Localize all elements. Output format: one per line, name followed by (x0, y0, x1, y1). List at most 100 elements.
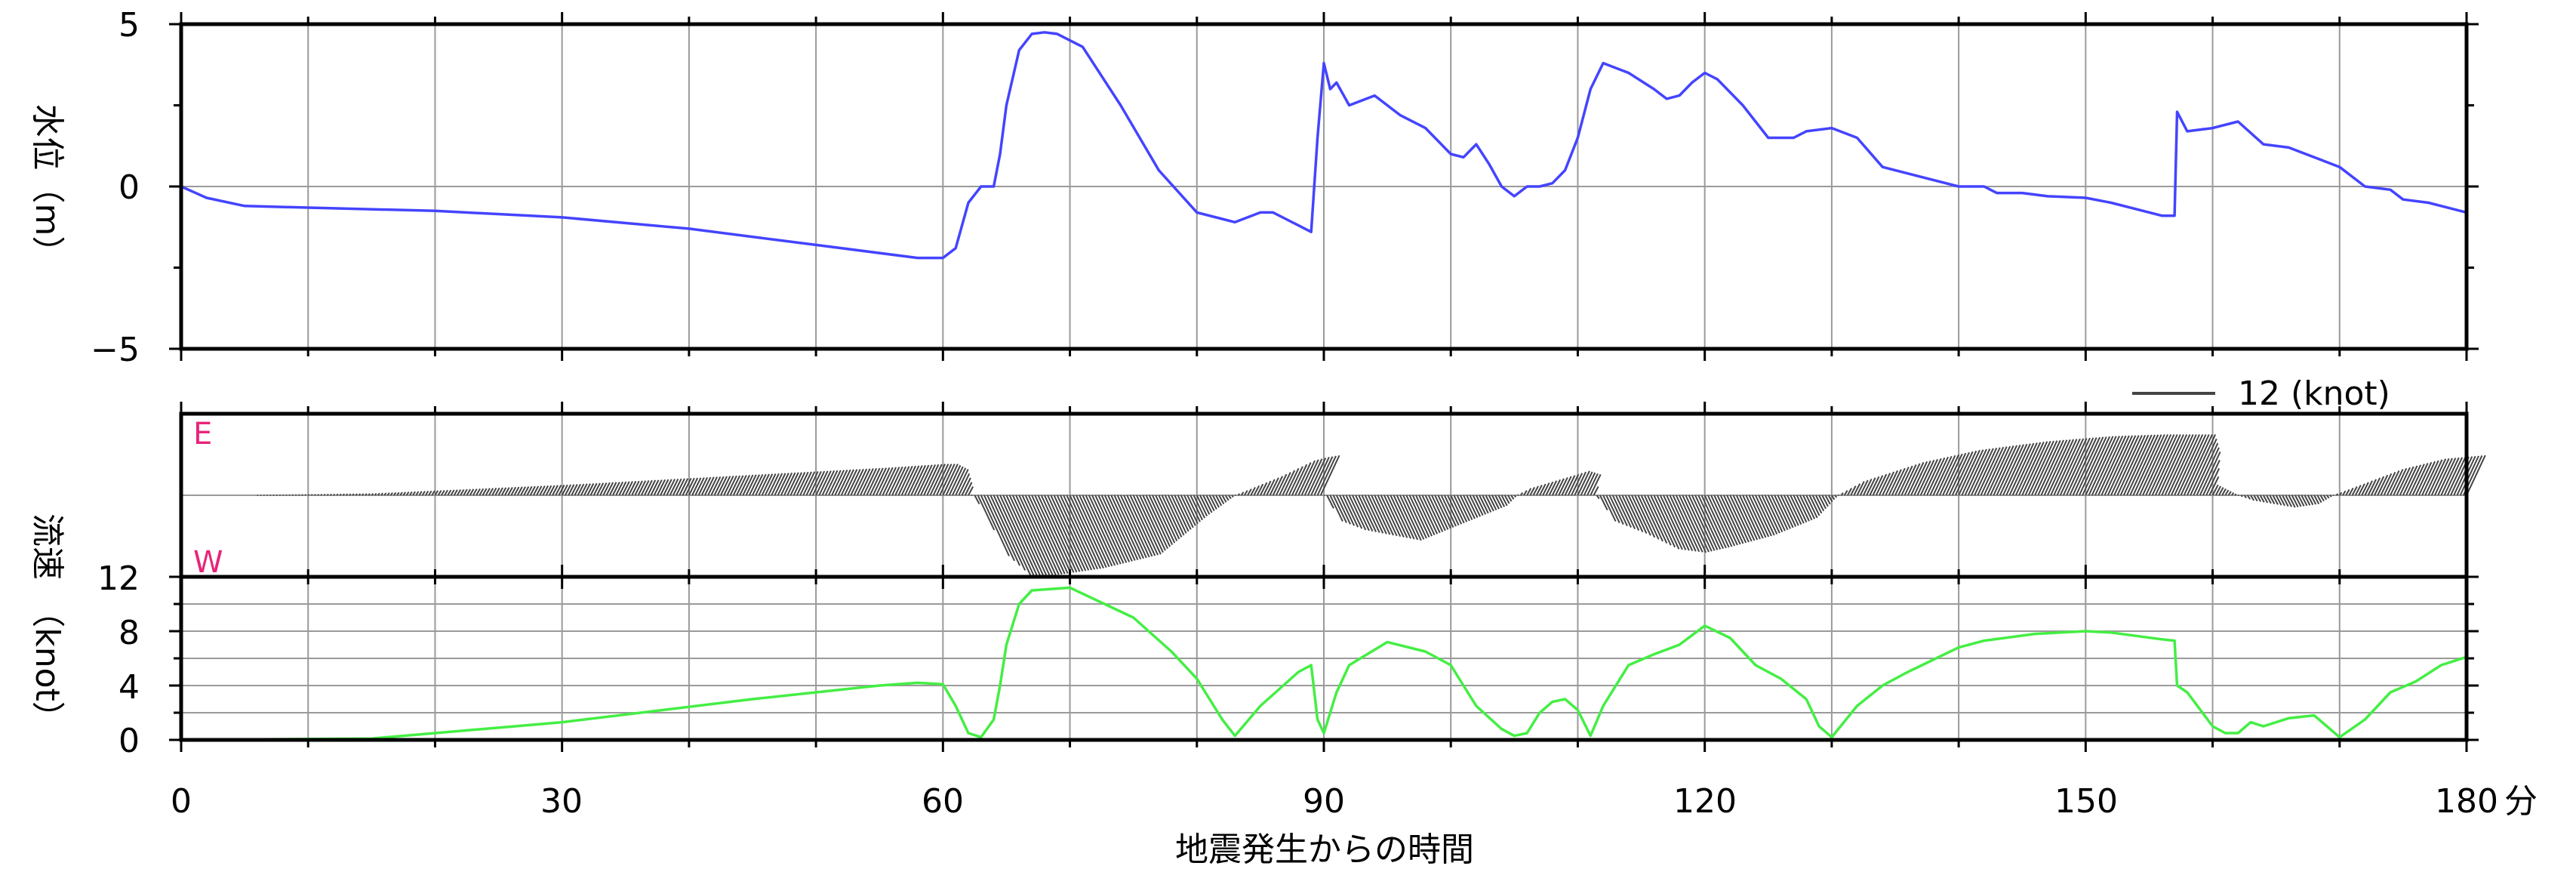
current-vector-129 (666, 479, 676, 496)
current-vector-595 (2145, 434, 2175, 496)
current-vector-289 (1174, 495, 1192, 530)
current-vector-596 (2148, 434, 2178, 496)
current-vector-603 (2170, 434, 2201, 496)
current-vector-265 (1097, 495, 1131, 562)
current-vector-108 (599, 482, 608, 496)
current-vector-686 (2434, 458, 2453, 496)
current-vector-386 (1482, 495, 1492, 513)
current-vector-115 (621, 481, 630, 496)
current-vector-228 (980, 495, 1010, 556)
current-vector-491 (1814, 495, 1825, 512)
current-vector-73 (488, 488, 494, 496)
current-vector-475 (1764, 495, 1784, 533)
current-vector-474 (1761, 495, 1780, 534)
current-vector-514 (1888, 469, 1902, 496)
current-vector-362 (1405, 495, 1427, 539)
current-vector-34 (365, 493, 368, 496)
current-vector-436 (1640, 495, 1663, 542)
current-vector-681 (2418, 461, 2436, 496)
current-vector-398 (1519, 492, 1524, 496)
current-vector-463 (1726, 495, 1750, 543)
current-vector-593 (2138, 434, 2168, 496)
current-vector-418 (1583, 472, 1596, 496)
current-vector-496 (1831, 495, 1836, 501)
current-vector-209 (919, 464, 937, 496)
current-vector-94 (555, 485, 562, 496)
current-vector-462 (1722, 495, 1747, 544)
current-vector-194 (872, 467, 888, 496)
current-vector-84 (523, 486, 530, 496)
current-vector-245 (1034, 495, 1072, 574)
current-vector-107 (596, 482, 605, 496)
current-vector-601 (2164, 434, 2194, 496)
current-vector-176 (815, 470, 829, 496)
current-vector-259 (1079, 495, 1113, 567)
current-vector-690 (2446, 456, 2467, 496)
current-east-label: E (193, 417, 212, 451)
current-vector-255 (1066, 495, 1101, 569)
current-vector-446 (1672, 495, 1700, 553)
current-vector-453 (1694, 495, 1722, 550)
current-vector-40 (383, 492, 387, 496)
vector-scale-label: 12 (knot) (2238, 374, 2390, 413)
current-vector-512 (1882, 471, 1895, 496)
current-vector-410 (1558, 476, 1568, 496)
current-vector-479 (1777, 495, 1794, 528)
current-vector-197 (882, 467, 897, 496)
current-vector-359 (1396, 495, 1419, 541)
current-vector-622 (2230, 492, 2235, 496)
current-vector-104 (586, 482, 595, 496)
current-vector-212 (929, 464, 946, 496)
current-vector-100 (574, 483, 582, 496)
current-vector-445 (1669, 495, 1697, 552)
current-vector-66 (466, 488, 471, 496)
current-vector-85 (526, 485, 533, 496)
current-vector-344 (1348, 495, 1367, 531)
current-vector-220 (955, 469, 969, 496)
current-vector-319 (1269, 477, 1279, 496)
current-vector-531 (1942, 453, 1963, 496)
current-vector-564 (2046, 439, 2075, 496)
current-vector-339 (1332, 495, 1347, 523)
current-vector-25 (336, 493, 339, 496)
current-vector-120 (637, 480, 647, 496)
current-vector-184 (840, 469, 854, 496)
current-vector-277 (1135, 495, 1164, 553)
current-vector-275 (1129, 495, 1159, 556)
current-vector-518 (1900, 464, 1917, 496)
current-vector-658 (2345, 488, 2350, 496)
current-vector-591 (2132, 434, 2162, 496)
current-vector-270 (1113, 495, 1145, 559)
current-vector-416 (1577, 470, 1590, 496)
current-vector-164 (777, 473, 789, 496)
current-vector-301 (1211, 495, 1220, 508)
current-vector-630 (2256, 495, 2262, 502)
current-vector-286 (1164, 495, 1185, 536)
current-vector-101 (577, 483, 585, 496)
current-vector-173 (805, 471, 819, 496)
current-vector-623 (2234, 493, 2237, 496)
current-vector-261 (1085, 495, 1119, 565)
current-vector-207 (913, 464, 930, 496)
current-vector-499 (1840, 492, 1844, 496)
current-vector-484 (1793, 495, 1808, 523)
current-vector-26 (339, 493, 342, 496)
current-vector-214 (936, 464, 953, 496)
current-vector-549 (1999, 444, 2024, 496)
current-vector-157 (755, 473, 767, 496)
current-vector-72 (485, 488, 491, 496)
current-vector-610 (2193, 442, 2219, 496)
current-vector-521 (1910, 461, 1928, 496)
current-vector-78 (504, 487, 510, 496)
current-vector-150 (732, 475, 744, 496)
current-vector-448 (1679, 495, 1707, 553)
current-vector-38 (377, 492, 380, 496)
current-vector-46 (402, 492, 407, 496)
current-vector-266 (1100, 495, 1133, 562)
current-vector-566 (2053, 438, 2081, 496)
current-vector-92 (548, 485, 556, 496)
current-vector-250 (1050, 495, 1087, 572)
current-vector-468 (1742, 495, 1764, 539)
current-vector-91 (545, 485, 552, 496)
current-vector-238 (1011, 495, 1051, 576)
